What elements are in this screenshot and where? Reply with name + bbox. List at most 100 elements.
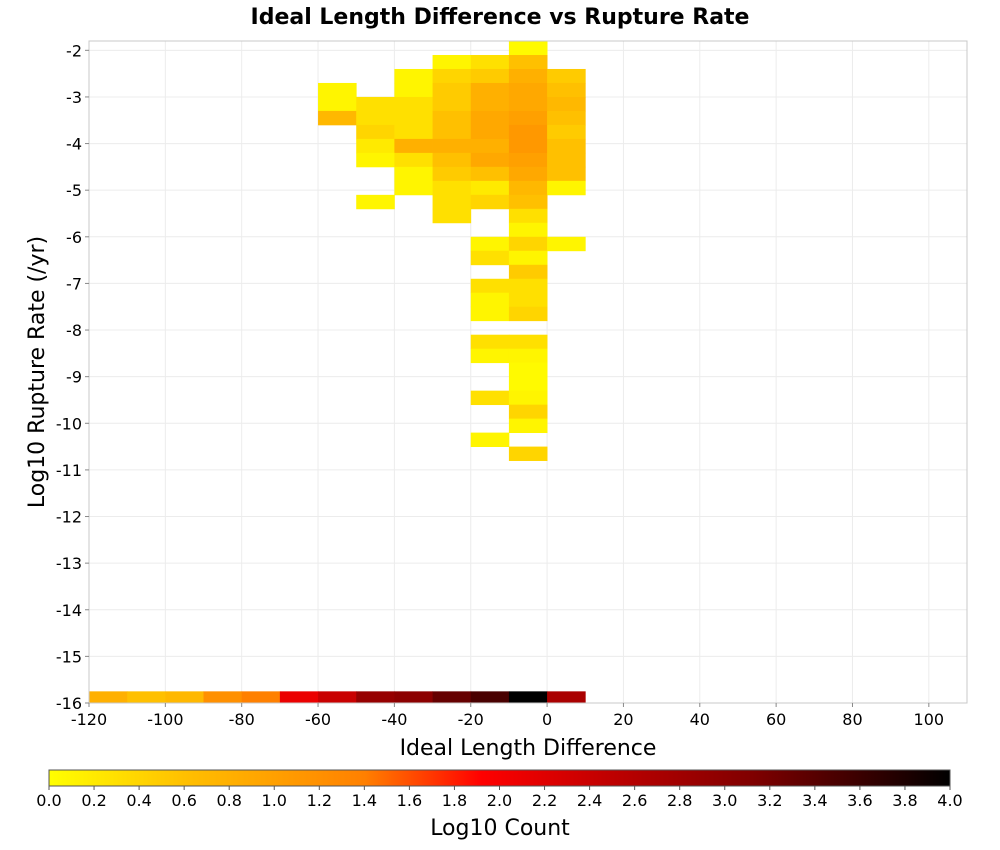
heatmap-cell xyxy=(508,292,548,308)
heatmap-cell xyxy=(508,138,548,154)
heatmap-cell xyxy=(508,236,548,252)
heatmap-cell xyxy=(394,96,433,112)
colorbar-tick-label: 1.8 xyxy=(442,791,467,810)
heatmap-cell xyxy=(547,166,586,182)
heatmap-cell xyxy=(394,110,433,126)
x-tick-label: -120 xyxy=(71,710,107,729)
colorbar-tick-label: 4.0 xyxy=(937,791,962,810)
heatmap-cell xyxy=(432,96,472,112)
x-tick-label: 80 xyxy=(842,710,862,729)
heatmap-cell xyxy=(508,124,548,140)
colorbar-tick-label: 0.0 xyxy=(36,791,61,810)
heatmap-cell xyxy=(394,68,433,84)
heatmap-cell xyxy=(547,110,586,126)
heatmap-cell xyxy=(470,82,510,98)
heatmap-cell xyxy=(470,54,510,70)
heatmap-cell xyxy=(508,691,548,704)
heatmap-cell xyxy=(470,691,510,704)
heatmap-cell xyxy=(432,208,472,224)
y-axis-ticks: -2 -3 -4 -5 -6 -7 -8 -9 -10 -11 -12 -13 -14 -15 -16 xyxy=(56,41,89,713)
heatmap-cell xyxy=(508,166,548,182)
heatmap-cell xyxy=(470,390,510,406)
colorbar-tick-label: 2.4 xyxy=(577,791,602,810)
heatmap-cell xyxy=(470,278,510,294)
x-tick-label: 40 xyxy=(690,710,710,729)
heatmap-cell xyxy=(508,362,548,378)
heatmap-cell xyxy=(470,194,510,210)
heatmap-cell xyxy=(356,138,395,154)
heatmap-cell xyxy=(356,124,395,140)
heatmap-cell xyxy=(470,334,510,350)
heatmap-cell xyxy=(394,691,433,704)
heatmap-cell xyxy=(165,691,204,704)
heatmap-cells xyxy=(89,41,586,704)
colorbar-tick-label: 0.4 xyxy=(126,791,151,810)
y-axis-label: Log10 Rupture Rate (/yr) xyxy=(25,236,50,508)
heatmap-cell xyxy=(470,110,510,126)
heatmap-cell xyxy=(508,278,548,294)
heatmap-cell xyxy=(127,691,166,704)
heatmap-cell xyxy=(547,691,586,704)
heatmap-cell xyxy=(470,166,510,182)
heatmap-cell xyxy=(203,691,243,704)
heatmap-cell xyxy=(508,306,548,322)
colorbar-tick-label: 3.2 xyxy=(757,791,782,810)
colorbar-tick-label: 0.6 xyxy=(171,791,196,810)
colorbar-tick-label: 2.6 xyxy=(622,791,647,810)
heatmap-cell xyxy=(508,446,548,461)
heatmap-cell xyxy=(394,180,433,196)
heatmap-cell xyxy=(432,110,472,126)
heatmap-cell xyxy=(356,110,395,126)
heatmap-cell xyxy=(508,348,548,364)
heatmap-cell xyxy=(508,110,548,126)
heatmap-cell xyxy=(394,82,433,98)
colorbar-tick-label: 1.0 xyxy=(262,791,287,810)
heatmap-cell xyxy=(394,124,433,140)
heatmap-cell xyxy=(508,194,548,210)
heatmap-cell xyxy=(547,96,586,112)
heatmap-cell xyxy=(508,208,548,224)
heatmap-cell xyxy=(356,152,395,168)
heatmap-cell xyxy=(508,390,548,406)
colorbar-tick-label: 2.8 xyxy=(667,791,692,810)
heatmap-cell xyxy=(547,138,586,154)
colorbar-tick-label: 3.8 xyxy=(892,791,917,810)
x-tick-label: 0 xyxy=(542,710,552,729)
colorbar-label: Log10 Count xyxy=(430,816,570,841)
heatmap-cell xyxy=(470,292,510,308)
heatmap-cell xyxy=(432,54,472,70)
heatmap-cell xyxy=(470,124,510,140)
colorbar-tick-label: 1.2 xyxy=(307,791,332,810)
colorbar-tick-label: 1.4 xyxy=(352,791,377,810)
chart-title: Ideal Length Difference vs Rupture Rate xyxy=(251,5,750,30)
x-tick-label: 60 xyxy=(766,710,786,729)
y-tick-label: -5 xyxy=(66,181,82,200)
y-tick-label: -12 xyxy=(56,508,82,527)
heatmap-cell xyxy=(432,180,472,196)
colorbar-tick-label: 3.0 xyxy=(712,791,737,810)
heatmap-cell xyxy=(470,152,510,168)
y-tick-label: -2 xyxy=(66,41,82,60)
heatmap-cell xyxy=(470,348,510,364)
heatmap-cell xyxy=(470,96,510,112)
y-tick-label: -3 xyxy=(66,88,82,107)
heatmap-cell xyxy=(508,334,548,350)
heatmap-cell xyxy=(432,82,472,98)
heatmap-cell xyxy=(394,166,433,182)
heatmap-cell xyxy=(470,236,510,252)
x-tick-label: -60 xyxy=(305,710,331,729)
heatmap-cell xyxy=(356,691,395,704)
heatmap-cell xyxy=(508,68,548,84)
x-tick-label: 20 xyxy=(613,710,633,729)
colorbar xyxy=(48,769,951,787)
heatmap-cell xyxy=(356,96,395,112)
heatmap-cell xyxy=(547,124,586,140)
heatmap-cell xyxy=(508,404,548,420)
colorbar-tick-label: 0.8 xyxy=(216,791,241,810)
x-tick-label: 100 xyxy=(914,710,945,729)
y-tick-label: -10 xyxy=(56,414,82,433)
heatmap-cell xyxy=(470,180,510,196)
heatmap-cell xyxy=(547,180,586,196)
heatmap-cell xyxy=(470,138,510,154)
y-tick-label: -4 xyxy=(66,135,82,154)
